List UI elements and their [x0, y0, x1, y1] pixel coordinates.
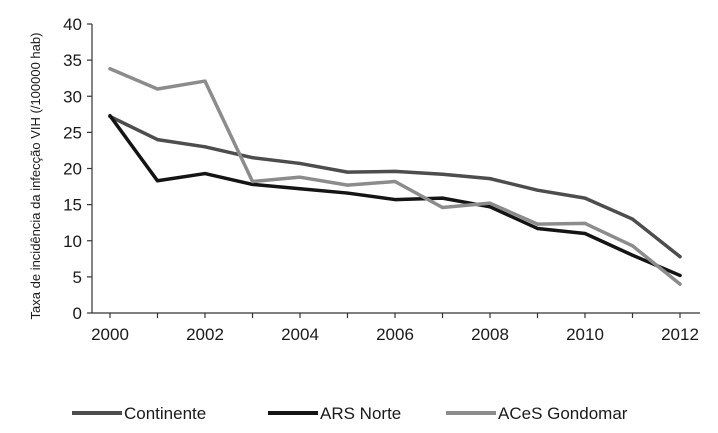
data-point — [250, 182, 255, 186]
x-tick-label: 2010 — [566, 325, 604, 344]
data-point — [440, 196, 445, 200]
data-point — [488, 205, 492, 209]
y-tick-label: 25 — [63, 123, 82, 142]
data-point — [630, 217, 635, 221]
data-point — [488, 177, 492, 181]
data-point — [155, 179, 160, 183]
data-point — [535, 226, 540, 231]
data-point — [203, 79, 207, 83]
data-point — [583, 221, 587, 226]
data-point — [298, 161, 302, 166]
y-tick-label: 5 — [73, 268, 82, 287]
data-point — [298, 175, 302, 179]
data-point — [393, 179, 397, 184]
data-point — [393, 169, 397, 173]
y-tick-label: 10 — [63, 232, 82, 251]
data-point — [440, 172, 445, 176]
data-point — [155, 87, 160, 91]
data-point — [630, 244, 635, 248]
y-tick-labels: 0 5 10 15 20 25 30 35 40 — [63, 15, 92, 323]
x-tick-labels: 2000 2002 2004 2006 2008 2010 2012 — [91, 313, 699, 344]
x-tick-label: 2004 — [281, 325, 319, 344]
y-tick-label: 20 — [63, 160, 82, 179]
data-point — [203, 171, 207, 176]
x-tick-label: 2002 — [186, 325, 224, 344]
data-point — [345, 191, 350, 195]
data-point — [440, 205, 445, 210]
data-point — [678, 282, 682, 286]
y-tick-label: 15 — [63, 196, 82, 215]
x-tick-label: 2006 — [376, 325, 414, 344]
y-tick-label: 0 — [73, 304, 82, 323]
x-tick-label: 2008 — [471, 325, 509, 344]
data-point — [535, 222, 540, 226]
data-point — [345, 170, 350, 174]
data-point — [155, 138, 160, 142]
data-point — [488, 201, 492, 205]
series-line-1 — [108, 114, 682, 278]
data-point — [535, 188, 540, 192]
y-tick-label: 30 — [63, 87, 82, 106]
data-point — [345, 183, 350, 187]
y-tick-label: 40 — [63, 15, 82, 34]
y-tick-label: 35 — [63, 51, 82, 70]
data-point — [250, 156, 255, 160]
data-point — [108, 67, 112, 71]
x-tick-label: 2012 — [661, 325, 699, 344]
data-point — [678, 255, 682, 259]
data-point — [203, 145, 207, 149]
legend-label: ARS Norte — [320, 404, 401, 423]
data-point — [583, 196, 587, 200]
data-point — [298, 187, 302, 191]
data-point — [630, 253, 635, 257]
data-point — [678, 273, 682, 278]
data-point — [583, 231, 587, 236]
series-lines — [108, 67, 682, 286]
axes — [91, 24, 700, 314]
data-point — [393, 197, 397, 202]
legend-label: ACeS Gondomar — [498, 404, 628, 423]
legend: Continente ARS Norte ACeS Gondomar — [72, 404, 628, 423]
x-tick-label: 2000 — [91, 325, 129, 344]
data-point — [108, 114, 112, 118]
y-axis-title: Taxa de incidência da infecção VIH (/100… — [28, 33, 43, 320]
data-point — [250, 179, 255, 184]
legend-label: Continente — [124, 404, 206, 423]
series-line-0 — [108, 114, 682, 259]
y-axis-title-group: Taxa de incidência da infecção VIH (/100… — [28, 33, 43, 320]
